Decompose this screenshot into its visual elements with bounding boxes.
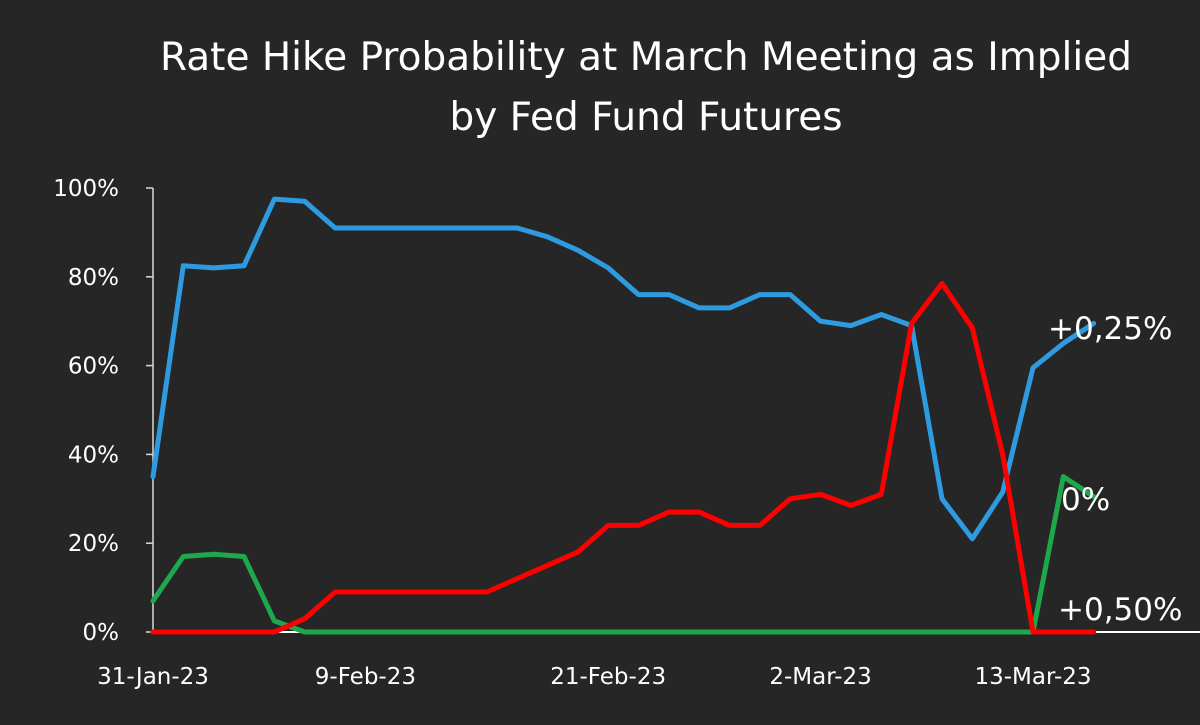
series-line-0 [150, 196, 1097, 542]
series-end-labels: +0,25% 0% +0,50% [1048, 311, 1182, 628]
series-line-1 [150, 474, 1097, 635]
series-end-label-1: 0% [1061, 482, 1110, 518]
series-end-label-2: +0,50% [1058, 592, 1182, 628]
y-tick-label: 80% [68, 265, 119, 291]
y-tick-label: 60% [68, 354, 119, 380]
series-lines [150, 196, 1097, 635]
x-tick-label: 2-Mar-23 [769, 664, 871, 690]
y-tick-label: 40% [68, 442, 119, 468]
y-tick-label: 0% [83, 620, 120, 646]
series-end-label-0: +0,25% [1048, 311, 1172, 347]
y-tick-label: 20% [68, 531, 119, 557]
x-tick-label: 9-Feb-23 [315, 664, 416, 690]
chart-title-line-1: Rate Hike Probability at March Meeting a… [160, 35, 1132, 80]
series-line-2 [150, 281, 1097, 635]
x-tick-label: 31-Jan-23 [97, 664, 209, 690]
x-tick-label: 21-Feb-23 [550, 664, 666, 690]
y-tick-label: 100% [53, 176, 119, 202]
x-tick-label: 13-Mar-23 [974, 664, 1091, 690]
chart-title-line-2: by Fed Fund Futures [449, 95, 842, 140]
